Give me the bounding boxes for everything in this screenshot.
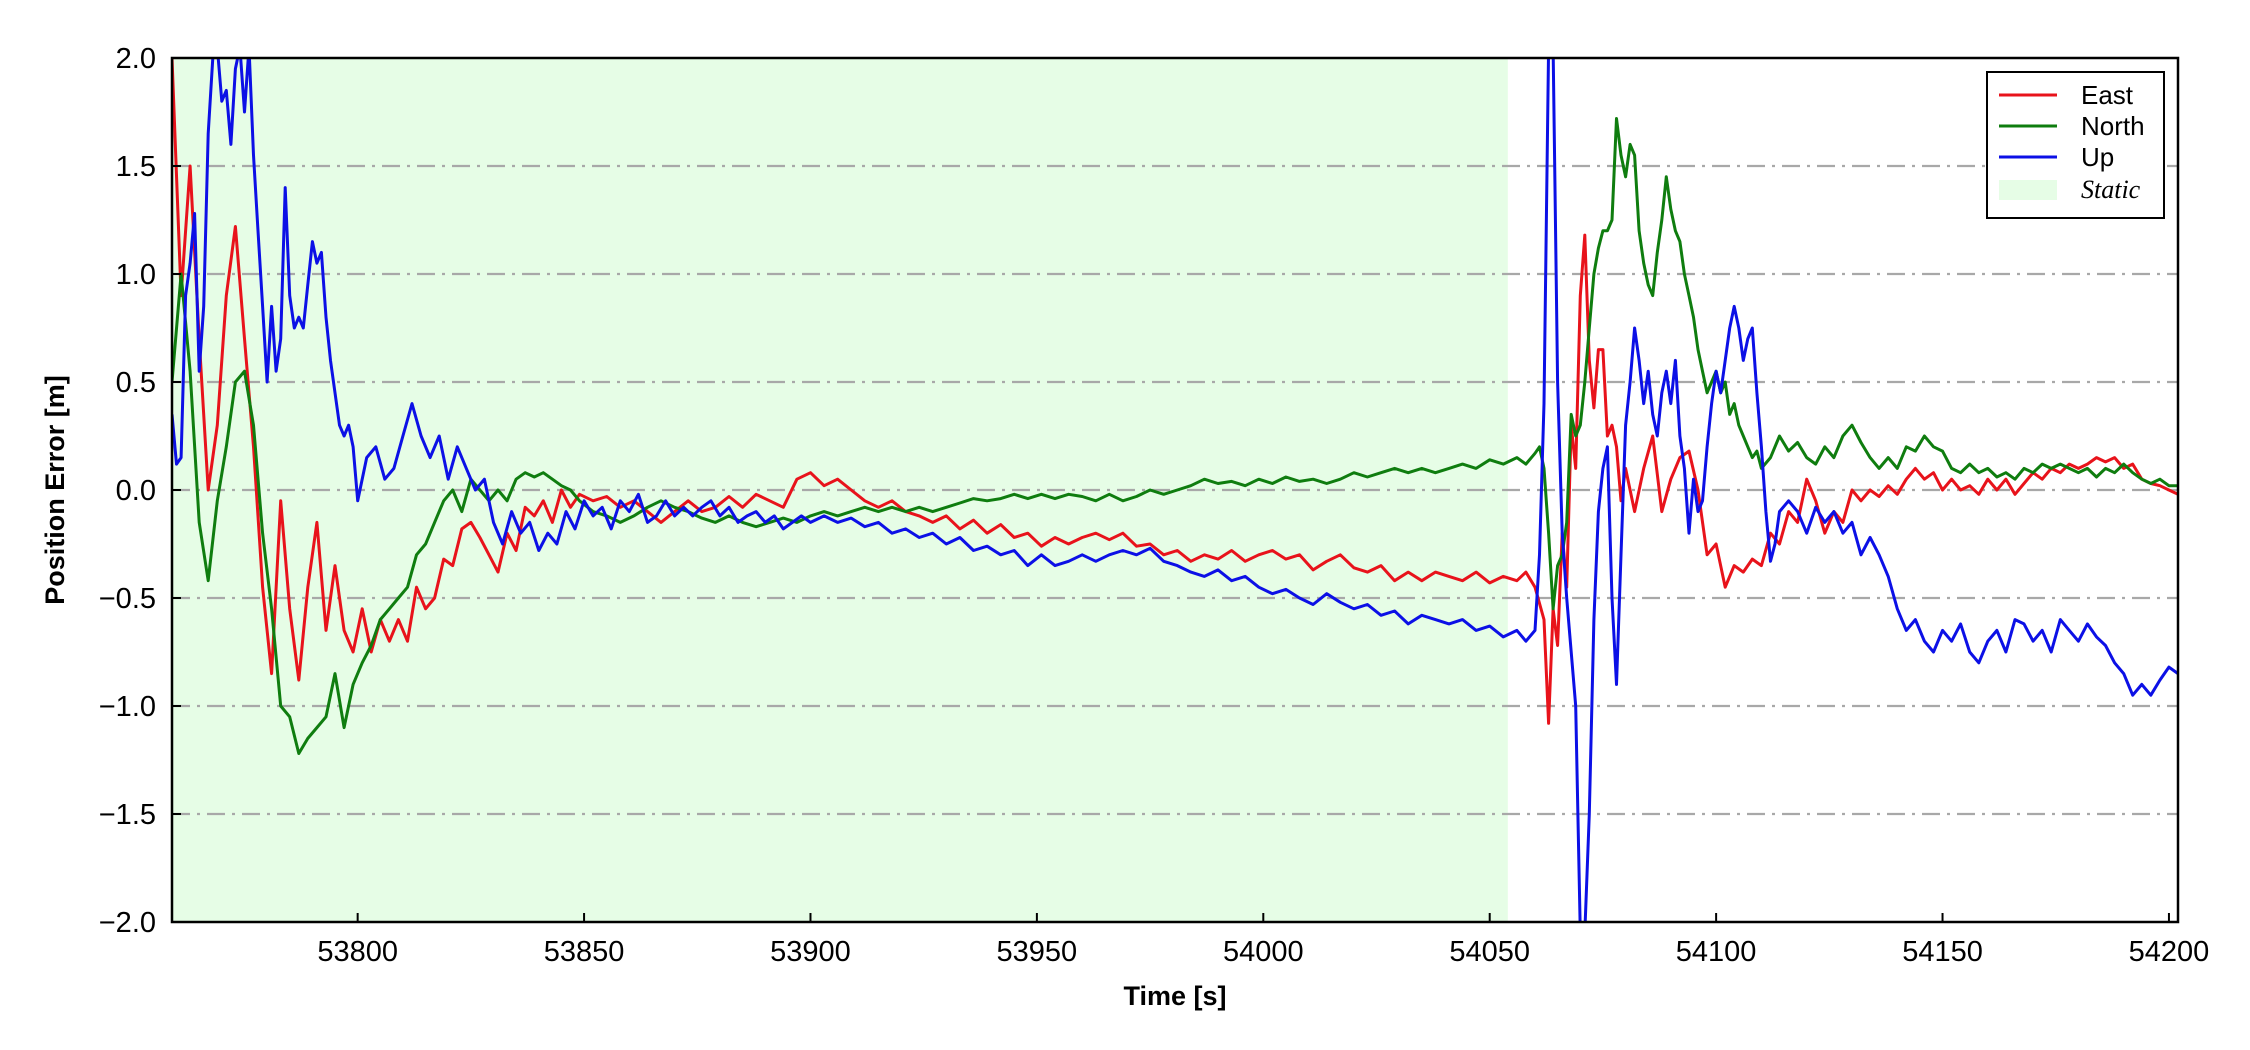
x-tick-label: 53850: [544, 936, 625, 968]
legend-label-up: Up: [2081, 142, 2114, 172]
x-tick-label: 53950: [997, 936, 1078, 968]
y-tick-label: −2.0: [99, 907, 156, 939]
y-tick-label: −0.5: [99, 583, 156, 615]
y-tick-label: −1.0: [99, 691, 156, 723]
y-tick-label: 2.0: [116, 43, 156, 75]
horizontal-gridlines: [172, 164, 2178, 816]
y-tick-label: 0.5: [116, 367, 156, 399]
axis-ticks: 53800 53850 53900 53950 54000 54050 54100 54150…: [99, 43, 2210, 968]
legend: East North Up Static: [1986, 71, 2165, 219]
series-line-north: [172, 117, 2178, 755]
legend-swatch-static: [1999, 180, 2057, 200]
x-tick-label: 54050: [1449, 936, 1530, 968]
series-line-up: [172, 58, 2178, 922]
y-tick-label: −1.5: [99, 799, 156, 831]
x-tick-label: 54200: [2129, 936, 2210, 968]
x-tick-label: 54100: [1676, 936, 1757, 968]
legend-label-static: Static: [2081, 175, 2141, 204]
x-tick-label: 54000: [1223, 936, 1304, 968]
x-tick-label: 54150: [1902, 936, 1983, 968]
y-axis-title: Position Error [m]: [40, 375, 70, 605]
series-lines: [172, 58, 2178, 922]
x-tick-label: 53900: [770, 936, 851, 968]
legend-label-north: North: [2081, 111, 2145, 141]
x-axis-title: Time [s]: [1123, 981, 1226, 1011]
series-line-east: [172, 58, 2178, 725]
legend-label-east: East: [2081, 80, 2134, 110]
y-tick-label: 0.0: [116, 475, 156, 507]
x-tick-label: 53800: [317, 936, 398, 968]
y-tick-label: 1.5: [116, 151, 156, 183]
y-tick-label: 1.0: [116, 259, 156, 291]
